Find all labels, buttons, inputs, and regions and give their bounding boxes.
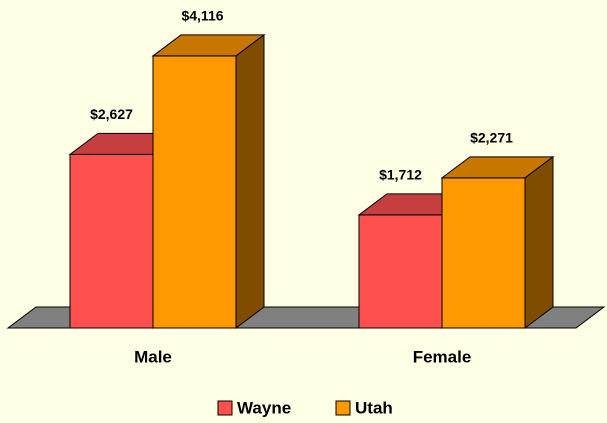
x-tick-label: Female (413, 347, 472, 366)
bar-side (235, 33, 265, 329)
x-tick-label: Male (134, 347, 172, 366)
value-label: $1,712 (379, 167, 422, 183)
legend-swatch (335, 400, 351, 416)
bar (358, 214, 443, 329)
value-label: $4,116 (181, 8, 223, 24)
bar-side (524, 155, 554, 329)
value-label: $2,627 (90, 106, 133, 122)
bar (441, 177, 526, 329)
legend-label: Wayne (237, 398, 291, 417)
legend-swatch (217, 400, 233, 416)
legend-label: Utah (355, 398, 393, 417)
value-label: $2,271 (470, 130, 513, 146)
bar (152, 55, 237, 329)
bar (69, 153, 154, 329)
